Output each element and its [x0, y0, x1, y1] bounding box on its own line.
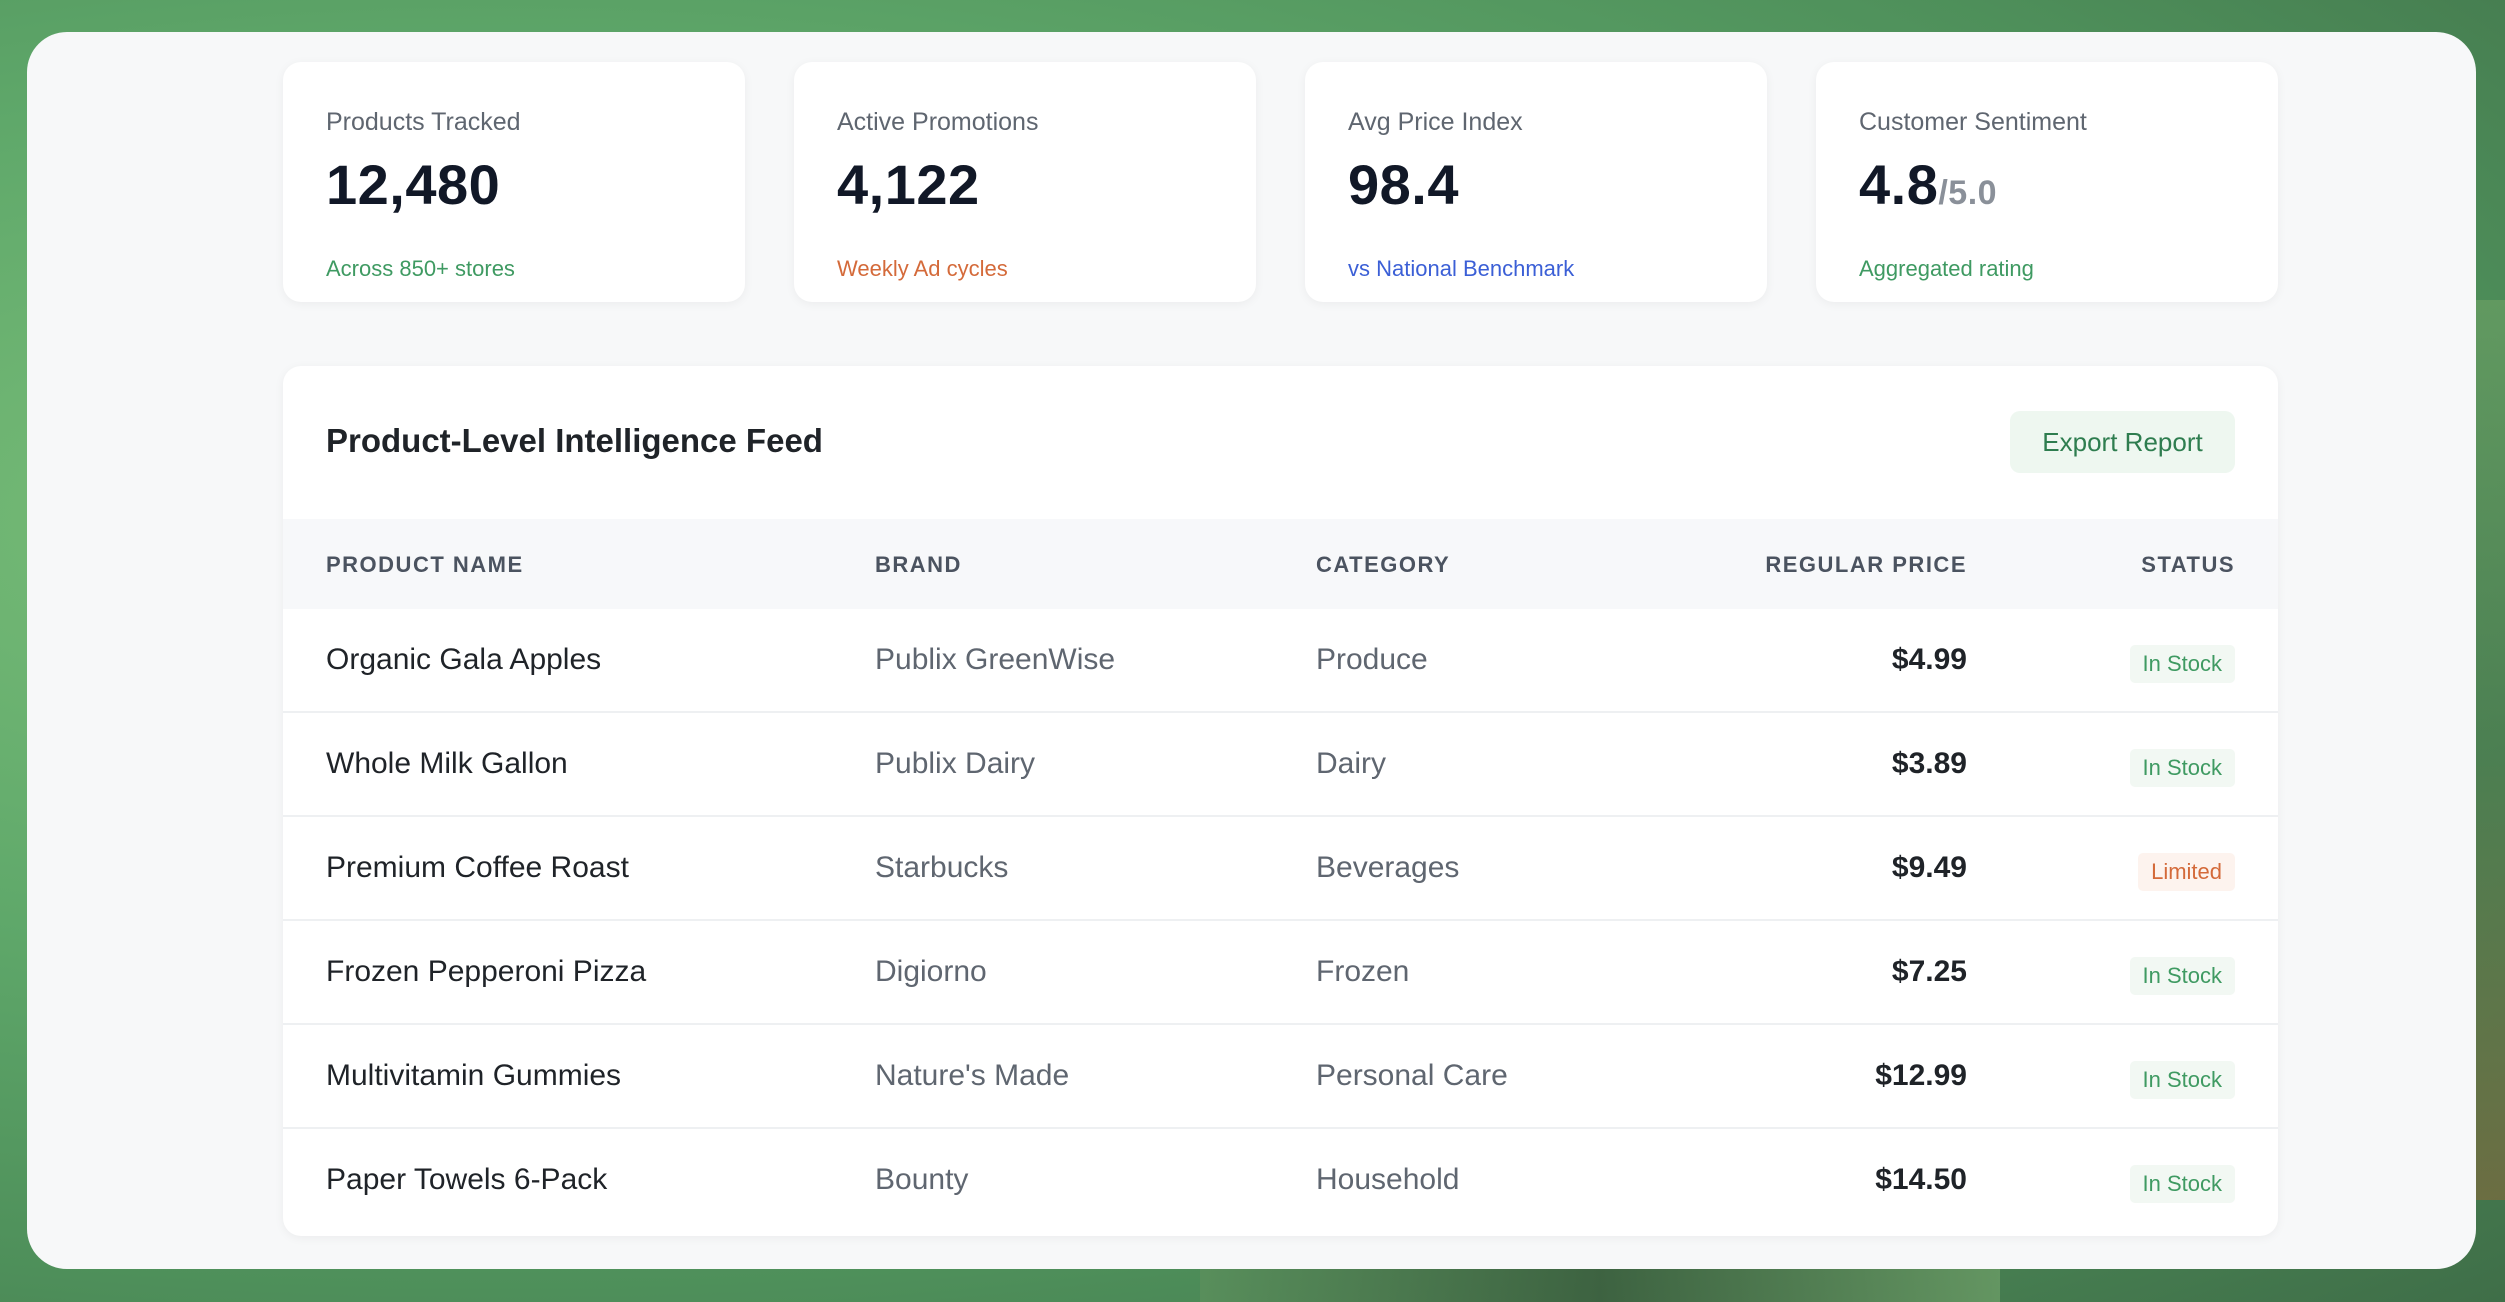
regular-price: $4.99 — [1891, 643, 1967, 676]
stat-subtext: Across 850+ stores — [326, 256, 515, 281]
column-header-regular-price[interactable]: REGULAR PRICE — [1765, 552, 1967, 577]
regular-price: $7.25 — [1891, 955, 1967, 988]
regular-price: $9.49 — [1891, 851, 1967, 884]
column-header-status[interactable]: STATUS — [2141, 552, 2235, 577]
table-row[interactable]: Organic Gala Apples Publix GreenWise Pro… — [283, 609, 2278, 713]
column-header-brand[interactable]: BRAND — [875, 552, 962, 577]
stat-value-number: 12,480 — [326, 153, 501, 216]
category: Produce — [1316, 643, 1428, 676]
dashboard-panel: Products Tracked 12,480 Across 850+ stor… — [27, 32, 2476, 1269]
stat-card-products-tracked: Products Tracked 12,480 Across 850+ stor… — [283, 62, 745, 302]
stat-subtext: Aggregated rating — [1859, 256, 2034, 281]
stat-label: Products Tracked — [326, 108, 521, 136]
stat-subtext: vs National Benchmark — [1348, 256, 1575, 281]
table-row[interactable]: Premium Coffee Roast Starbucks Beverages… — [283, 817, 2278, 921]
stat-card-avg-price-index: Avg Price Index 98.4 vs National Benchma… — [1305, 62, 1767, 302]
stat-value: 4.8/5.0 — [1859, 152, 1997, 217]
stat-label: Avg Price Index — [1348, 108, 1523, 136]
status-badge: In Stock — [2129, 957, 2235, 995]
table-row[interactable]: Whole Milk Gallon Publix Dairy Dairy $3.… — [283, 713, 2278, 817]
brand: Bounty — [875, 1163, 969, 1196]
table-row[interactable]: Paper Towels 6-Pack Bounty Household $14… — [283, 1129, 2278, 1233]
category: Household — [1316, 1163, 1460, 1196]
status-badge: In Stock — [2129, 645, 2235, 683]
product-name: Paper Towels 6-Pack — [326, 1163, 608, 1196]
product-name: Whole Milk Gallon — [326, 747, 568, 780]
feed-title: Product-Level Intelligence Feed — [326, 422, 823, 459]
category: Frozen — [1316, 955, 1410, 988]
status-badge: Limited — [2138, 853, 2235, 891]
stat-subtext: Weekly Ad cycles — [837, 256, 1008, 281]
stat-label: Active Promotions — [837, 108, 1039, 136]
stat-value-suffix: /5.0 — [1938, 174, 1998, 212]
regular-price: $3.89 — [1891, 747, 1967, 780]
stat-value-number: 98.4 — [1348, 153, 1459, 216]
intelligence-feed-card: Product-Level Intelligence Feed Export R… — [283, 366, 2278, 1236]
product-name: Frozen Pepperoni Pizza — [326, 955, 647, 988]
table-header: PRODUCT NAME BRAND CATEGORY REGULAR PRIC… — [283, 519, 2278, 609]
status-badge: In Stock — [2129, 1165, 2235, 1203]
regular-price: $12.99 — [1875, 1059, 1967, 1092]
column-header-category[interactable]: CATEGORY — [1316, 552, 1451, 577]
product-name: Premium Coffee Roast — [326, 851, 629, 884]
product-name: Organic Gala Apples — [326, 643, 602, 676]
category: Personal Care — [1316, 1059, 1508, 1092]
status-badge: In Stock — [2129, 749, 2235, 787]
stat-value: 98.4 — [1348, 152, 1459, 217]
category: Beverages — [1316, 851, 1460, 884]
brand: Nature's Made — [875, 1059, 1070, 1092]
product-name: Multivitamin Gummies — [326, 1059, 622, 1092]
table-row[interactable]: Frozen Pepperoni Pizza Digiorno Frozen $… — [283, 921, 2278, 1025]
table-row[interactable]: Multivitamin Gummies Nature's Made Perso… — [283, 1025, 2278, 1129]
column-header-product-name[interactable]: PRODUCT NAME — [326, 552, 524, 577]
stat-card-active-promotions: Active Promotions 4,122 Weekly Ad cycles — [794, 62, 1256, 302]
brand: Digiorno — [875, 955, 987, 988]
status-badge: In Stock — [2129, 1061, 2235, 1099]
stat-value: 12,480 — [326, 152, 500, 217]
stats-cards: Products Tracked 12,480 Across 850+ stor… — [283, 62, 2278, 302]
category: Dairy — [1316, 747, 1387, 780]
export-report-button[interactable]: Export Report — [2010, 411, 2235, 473]
stat-value-number: 4,122 — [837, 153, 980, 216]
regular-price: $14.50 — [1875, 1163, 1967, 1196]
brand: Starbucks — [875, 851, 1009, 884]
stat-value: 4,122 — [837, 152, 980, 217]
stat-value-number: 4.8 — [1859, 153, 1939, 216]
brand: Publix Dairy — [875, 747, 1036, 780]
stat-card-customer-sentiment: Customer Sentiment 4.8/5.0 Aggregated ra… — [1816, 62, 2278, 302]
stat-label: Customer Sentiment — [1859, 108, 2087, 136]
brand: Publix GreenWise — [875, 643, 1116, 676]
